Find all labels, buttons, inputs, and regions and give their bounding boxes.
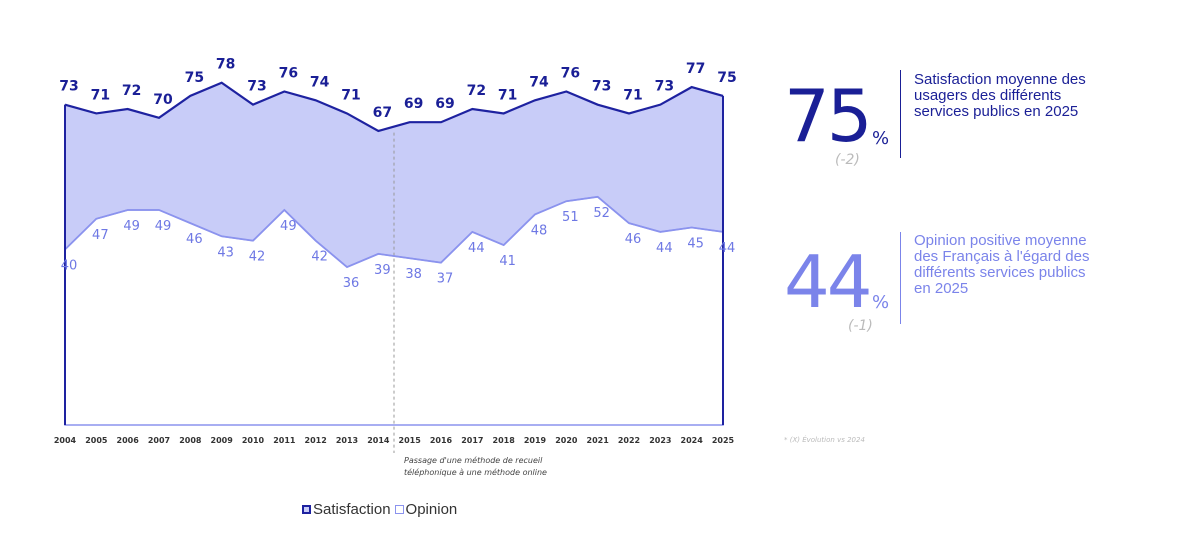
opinion-label: 43 xyxy=(217,245,234,260)
x-tick-label: 2012 xyxy=(305,436,327,445)
kpi-opinion-label: Opinion positive moyenne des Français à … xyxy=(914,232,1090,297)
footnote: * (X) Évolution vs 2024 xyxy=(784,436,865,444)
x-tick-label: 2007 xyxy=(148,436,170,445)
opinion-label: 44 xyxy=(719,241,736,256)
satisfaction-label: 71 xyxy=(498,87,517,103)
satisfaction-label: 74 xyxy=(310,74,330,90)
satisfaction-label: 67 xyxy=(373,105,392,121)
x-tick-label: 2009 xyxy=(211,436,234,445)
x-tick-label: 2010 xyxy=(242,436,265,445)
kpi-opinion-unit: % xyxy=(872,292,890,313)
satisfaction-label: 69 xyxy=(435,96,454,112)
opinion-label: 42 xyxy=(311,250,328,265)
kpi-satisfaction-value: 75 xyxy=(784,74,873,158)
x-tick-label: 2021 xyxy=(587,436,610,445)
opinion-label: 36 xyxy=(343,276,360,291)
x-tick-label: 2006 xyxy=(117,436,140,445)
legend-label-opinion: Opinion xyxy=(405,501,458,518)
legend-label-satisfaction: Satisfaction xyxy=(313,501,391,518)
x-tick-label: 2025 xyxy=(712,436,735,445)
x-tick-label: 2013 xyxy=(336,436,358,445)
opinion-label: 49 xyxy=(123,219,140,234)
opinion-label: 49 xyxy=(280,219,297,234)
legend-item-satisfaction: Satisfaction xyxy=(302,501,391,518)
method-change-note-line: téléphonique à une méthode online xyxy=(404,467,547,477)
satisfaction-label: 69 xyxy=(404,96,423,112)
satisfaction-label: 75 xyxy=(185,70,204,86)
kpi-opinion-evolution: (-1) xyxy=(848,318,873,334)
satisfaction-label: 77 xyxy=(686,61,705,77)
satisfaction-label: 76 xyxy=(279,65,298,81)
data-labels: 73 71 72 70 75 78 73 76 74 71 67 69 69 72 71 74 76 73 71 73… xyxy=(59,57,736,291)
opinion-label: 37 xyxy=(437,272,454,287)
opinion-label: 47 xyxy=(92,228,109,243)
satisfaction-label: 73 xyxy=(655,79,674,95)
legend-item-opinion: Opinion xyxy=(394,501,458,518)
satisfaction-label: 73 xyxy=(59,79,78,95)
x-tick-label: 2005 xyxy=(85,436,108,445)
legend-swatch-opinion xyxy=(394,505,404,514)
satisfaction-label: 72 xyxy=(122,83,141,99)
x-tick-label: 2008 xyxy=(179,436,202,445)
satisfaction-label: 73 xyxy=(592,79,611,95)
kpi-satisfaction-label: Satisfaction moyenne des usagers des dif… xyxy=(914,71,1086,120)
satisfaction-label: 75 xyxy=(717,70,736,86)
method-change-annotation: Passage d'une méthode de recueil téléphon… xyxy=(404,455,547,477)
satisfaction-label: 70 xyxy=(153,92,173,108)
opinion-label: 38 xyxy=(405,267,422,282)
opinion-label: 48 xyxy=(531,223,548,238)
x-tick-label: 2011 xyxy=(273,436,296,445)
kpi-satisfaction-evolution: (-2) xyxy=(835,152,860,168)
x-axis-ticks: 2004 2005 2006 2007 2008 2009 2010 2011 2012 2013… xyxy=(54,436,735,445)
satisfaction-label: 72 xyxy=(467,83,486,99)
legend-swatch-satisfaction xyxy=(302,505,311,514)
legend: Satisfaction Opinion xyxy=(302,501,457,518)
satisfaction-label: 71 xyxy=(623,87,642,103)
satisfaction-label: 71 xyxy=(341,87,360,103)
satisfaction-label: 73 xyxy=(247,79,266,95)
opinion-label: 42 xyxy=(249,250,266,265)
x-tick-label: 2018 xyxy=(493,436,516,445)
opinion-label: 46 xyxy=(625,232,642,247)
x-tick-label: 2022 xyxy=(618,436,640,445)
x-tick-label: 2020 xyxy=(555,436,578,445)
opinion-label: 40 xyxy=(61,258,78,273)
satisfaction-label: 74 xyxy=(529,74,549,90)
x-tick-label: 2015 xyxy=(399,436,422,445)
opinion-label: 44 xyxy=(468,241,485,256)
kpi-satisfaction-divider xyxy=(900,70,901,158)
opinion-label: 44 xyxy=(656,241,673,256)
x-tick-label: 2016 xyxy=(430,436,453,445)
x-tick-label: 2023 xyxy=(649,436,671,445)
opinion-label: 41 xyxy=(499,254,516,269)
opinion-label: 49 xyxy=(155,219,172,234)
method-change-note-line: Passage d'une méthode de recueil xyxy=(404,455,543,465)
kpi-opinion-divider xyxy=(900,232,901,324)
opinion-label: 52 xyxy=(593,206,610,221)
x-tick-label: 2017 xyxy=(461,436,483,445)
kpi-satisfaction-unit: % xyxy=(872,128,890,149)
satisfaction-label: 76 xyxy=(561,65,580,81)
x-tick-label: 2014 xyxy=(367,436,390,445)
satisfaction-label: 78 xyxy=(216,57,235,73)
opinion-label: 45 xyxy=(687,237,704,252)
series-lines xyxy=(64,81,724,425)
opinion-label: 39 xyxy=(374,263,391,278)
satisfaction-label: 71 xyxy=(91,87,110,103)
opinion-label: 51 xyxy=(562,210,579,225)
kpi-opinion-value: 44 xyxy=(784,240,873,324)
opinion-label: 46 xyxy=(186,232,203,247)
opinion-line xyxy=(64,195,724,269)
x-tick-label: 2019 xyxy=(524,436,547,445)
x-tick-label: 2004 xyxy=(54,436,77,445)
satisfaction-line xyxy=(64,81,724,133)
x-tick-label: 2024 xyxy=(681,436,704,445)
